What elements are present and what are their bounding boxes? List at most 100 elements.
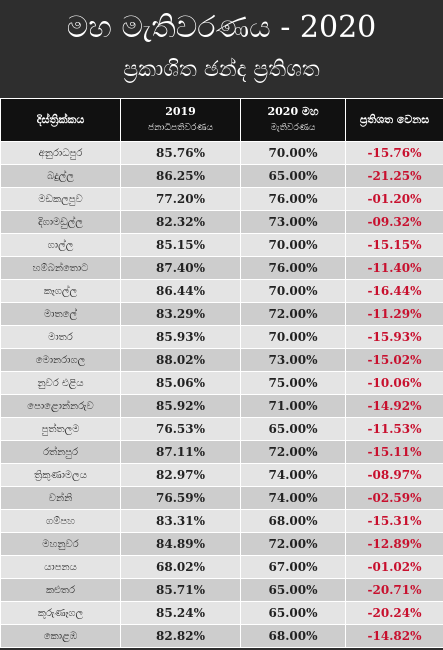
- value-cell: -12.89%: [345, 532, 443, 556]
- table-row: මාතර 85.93% 70.00% -15.93%: [0, 325, 443, 349]
- value-cell: 74.00%: [240, 463, 346, 487]
- table-row: නුවර එළිය 85.06% 75.00% -10.06%: [0, 371, 443, 395]
- district-cell: බදුල්ල: [0, 164, 121, 188]
- value-cell: 86.25%: [120, 164, 241, 188]
- value-cell: 68.00%: [240, 509, 346, 533]
- value-cell: -11.29%: [345, 302, 443, 326]
- table-row: යාපනය 68.02% 67.00% -01.02%: [0, 555, 443, 579]
- value-cell: -14.92%: [345, 394, 443, 418]
- district-cell: මඩකලපුව: [0, 187, 121, 211]
- value-cell: -09.32%: [345, 210, 443, 234]
- value-cell: 82.32%: [120, 210, 241, 234]
- district-cell: නුවර එළිය: [0, 371, 121, 395]
- district-cell: රත්නපුර: [0, 440, 121, 464]
- value-cell: -11.40%: [345, 256, 443, 280]
- value-cell: 76.00%: [240, 256, 346, 280]
- value-cell: 85.93%: [120, 325, 241, 349]
- value-cell: 70.00%: [240, 325, 346, 349]
- value-cell: 77.20%: [120, 187, 241, 211]
- value-cell: 84.89%: [120, 532, 241, 556]
- value-cell: -15.31%: [345, 509, 443, 533]
- district-cell: ගාල්ල: [0, 233, 121, 257]
- value-cell: -02.59%: [345, 486, 443, 510]
- table-row: කළුතර 85.71% 65.00% -20.71%: [0, 578, 443, 602]
- table-row: හම්බන්තොට 87.40% 76.00% -11.40%: [0, 256, 443, 280]
- value-cell: 83.31%: [120, 509, 241, 533]
- table-body: අනුරාධපුර 85.76% 70.00% -15.76% බදුල්ල 86.25%…: [0, 141, 443, 648]
- table-row: මහනුවර 84.89% 72.00% -12.89%: [0, 532, 443, 556]
- table-row: කෑගල්ල 86.44% 70.00% -16.44%: [0, 279, 443, 303]
- header-line: 2019: [165, 105, 196, 118]
- value-cell: -01.02%: [345, 555, 443, 579]
- header-line: ජනාධිපතිවරණය: [148, 123, 213, 133]
- value-cell: 76.00%: [240, 187, 346, 211]
- district-cell: පුත්තලම: [0, 417, 121, 441]
- value-cell: -20.71%: [345, 578, 443, 602]
- subtitle: ප්‍රකාශිත ඡන්ද ප්‍රතිශත: [123, 57, 320, 82]
- value-cell: 83.29%: [120, 302, 241, 326]
- table-row: මොනරාගල 88.02% 73.00% -15.02%: [0, 348, 443, 372]
- district-cell: දිගාමඩුල්ල: [0, 210, 121, 234]
- value-cell: -15.11%: [345, 440, 443, 464]
- table-row: පොළොන්නරුව 85.92% 71.00% -14.92%: [0, 394, 443, 418]
- value-cell: 65.00%: [240, 578, 346, 602]
- value-cell: 68.00%: [240, 624, 346, 648]
- table-row: පුත්තලම 76.53% 65.00% -11.53%: [0, 417, 443, 441]
- column-header: 2020 මහ මැතිවරණය: [240, 98, 346, 142]
- value-cell: 65.00%: [240, 601, 346, 625]
- value-cell: -10.06%: [345, 371, 443, 395]
- value-cell: 73.00%: [240, 210, 346, 234]
- value-cell: 72.00%: [240, 302, 346, 326]
- district-cell: මාතර: [0, 325, 121, 349]
- district-cell: යාපනය: [0, 555, 121, 579]
- value-cell: 85.92%: [120, 394, 241, 418]
- column-header: 2019 ජනාධිපතිවරණය: [120, 98, 241, 142]
- table-row: බදුල්ල 86.25% 65.00% -21.25%: [0, 164, 443, 188]
- header-line: 2020 මහ: [267, 105, 319, 118]
- value-cell: 76.59%: [120, 486, 241, 510]
- district-cell: හම්බන්තොට: [0, 256, 121, 280]
- value-cell: -14.82%: [345, 624, 443, 648]
- value-cell: 73.00%: [240, 348, 346, 372]
- value-cell: 72.00%: [240, 440, 346, 464]
- district-cell: මාතලේ: [0, 302, 121, 326]
- table-row: අනුරාධපුර 85.76% 70.00% -15.76%: [0, 141, 443, 165]
- value-cell: 70.00%: [240, 233, 346, 257]
- table-row: කුරුණෑගල 85.24% 65.00% -20.24%: [0, 601, 443, 625]
- district-cell: කෑගල්ල: [0, 279, 121, 303]
- district-cell: මහනුවර: [0, 532, 121, 556]
- table-row: රත්නපුර 87.11% 72.00% -15.11%: [0, 440, 443, 464]
- value-cell: 85.06%: [120, 371, 241, 395]
- district-cell: වන්නි: [0, 486, 121, 510]
- district-cell: කුරුණෑගල: [0, 601, 121, 625]
- value-cell: -15.15%: [345, 233, 443, 257]
- table-row: ගම්පහ 83.31% 68.00% -15.31%: [0, 509, 443, 533]
- header-line: මැතිවරණය: [270, 123, 316, 133]
- value-cell: -15.76%: [345, 141, 443, 165]
- table-row: මාතලේ 83.29% 72.00% -11.29%: [0, 302, 443, 326]
- value-cell: -20.24%: [345, 601, 443, 625]
- table-row: කොළඹ 82.82% 68.00% -14.82%: [0, 624, 443, 648]
- value-cell: -15.02%: [345, 348, 443, 372]
- value-cell: 72.00%: [240, 532, 346, 556]
- header-line: දිස්ත්‍රික්කය: [36, 113, 85, 126]
- turnout-table: දිස්ත්‍රික්කය 2019 ජනාධිපතිවරණය 2020 මහ මැති…: [0, 98, 443, 648]
- value-cell: -11.53%: [345, 417, 443, 441]
- value-cell: 85.15%: [120, 233, 241, 257]
- value-cell: 85.24%: [120, 601, 241, 625]
- header-row: දිස්ත්‍රික්කය 2019 ජනාධිපතිවරණය 2020 මහ මැති…: [0, 98, 443, 142]
- table-row: වන්නි 76.59% 74.00% -02.59%: [0, 486, 443, 510]
- value-cell: 88.02%: [120, 348, 241, 372]
- value-cell: -21.25%: [345, 164, 443, 188]
- value-cell: 70.00%: [240, 279, 346, 303]
- value-cell: -08.97%: [345, 463, 443, 487]
- district-cell: අනුරාධපුර: [0, 141, 121, 165]
- header: මහ මැතිවරණය - 2020 ප්‍රකාශිත ඡන්ද ප්‍රති…: [0, 0, 443, 98]
- value-cell: 87.40%: [120, 256, 241, 280]
- value-cell: 65.00%: [240, 164, 346, 188]
- table-row: ත්‍රිකුණාමලය 82.97% 74.00% -08.97%: [0, 463, 443, 487]
- column-header: ප්‍රතිශත වෙනස: [345, 98, 443, 142]
- table-row: දිගාමඩුල්ල 82.32% 73.00% -09.32%: [0, 210, 443, 234]
- value-cell: 68.02%: [120, 555, 241, 579]
- value-cell: 70.00%: [240, 141, 346, 165]
